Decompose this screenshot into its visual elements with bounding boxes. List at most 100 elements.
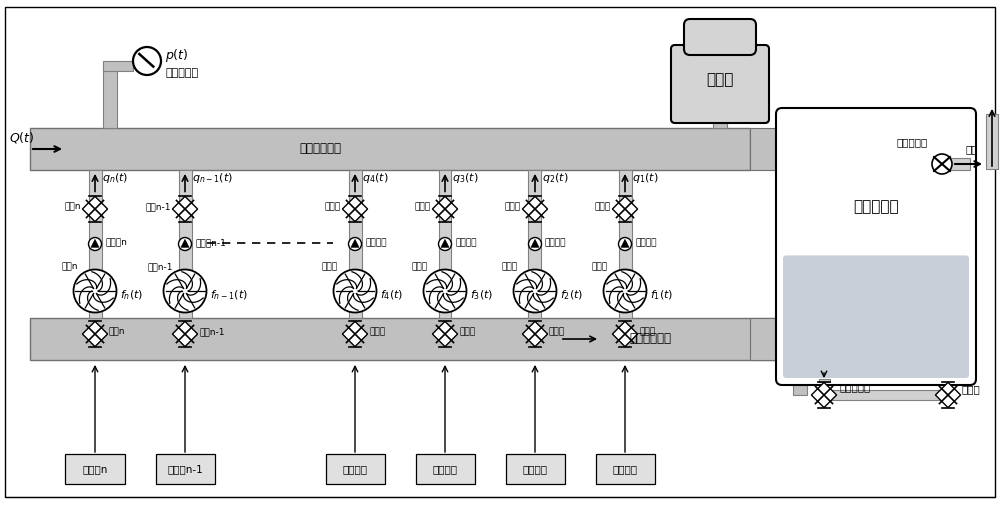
Polygon shape xyxy=(531,239,539,247)
Text: $q_{2}(t)$: $q_{2}(t)$ xyxy=(542,172,568,185)
FancyBboxPatch shape xyxy=(750,128,782,170)
Circle shape xyxy=(133,47,161,75)
Circle shape xyxy=(164,269,207,313)
Polygon shape xyxy=(432,196,458,221)
FancyBboxPatch shape xyxy=(750,318,782,360)
Text: 止回阀３: 止回阀３ xyxy=(455,239,477,247)
Text: 阀门n-1: 阀门n-1 xyxy=(199,327,225,336)
FancyBboxPatch shape xyxy=(5,7,995,497)
Circle shape xyxy=(932,154,952,174)
Text: 闸阀４: 闸阀４ xyxy=(325,203,341,212)
FancyBboxPatch shape xyxy=(618,170,632,318)
Text: 止回阀n: 止回阀n xyxy=(105,239,127,247)
Polygon shape xyxy=(181,239,189,247)
Text: 变频器４: 变频器４ xyxy=(342,464,368,474)
Polygon shape xyxy=(82,321,108,347)
Circle shape xyxy=(618,238,632,250)
Text: 阀门n: 阀门n xyxy=(109,327,126,336)
Text: 稳流调节罐: 稳流调节罐 xyxy=(853,199,899,214)
Text: 变频器１: 变频器１ xyxy=(612,464,638,474)
FancyBboxPatch shape xyxy=(684,19,756,55)
Text: $Q(t)$: $Q(t)$ xyxy=(9,130,35,145)
FancyBboxPatch shape xyxy=(178,170,192,318)
Text: $q_{4}(t)$: $q_{4}(t)$ xyxy=(362,172,388,185)
Text: 变频器２: 变频器２ xyxy=(522,464,548,474)
FancyBboxPatch shape xyxy=(713,119,727,128)
Text: 压力传感器: 压力传感器 xyxy=(165,68,198,78)
FancyBboxPatch shape xyxy=(793,360,807,395)
Text: 变频器n: 变频器n xyxy=(82,464,108,474)
Polygon shape xyxy=(935,382,961,408)
Polygon shape xyxy=(172,196,198,221)
Text: 水泵总进水管: 水泵总进水管 xyxy=(629,332,671,346)
Text: 水泵总出水管: 水泵总出水管 xyxy=(299,143,341,156)
FancyBboxPatch shape xyxy=(671,45,769,123)
FancyBboxPatch shape xyxy=(986,114,998,169)
FancyBboxPatch shape xyxy=(438,170,451,318)
Text: 止回阀１: 止回阀１ xyxy=(635,239,656,247)
FancyBboxPatch shape xyxy=(30,318,785,360)
FancyBboxPatch shape xyxy=(528,170,541,318)
Text: 阀门２: 阀门２ xyxy=(549,327,565,336)
Text: 水泵３: 水泵３ xyxy=(412,263,428,271)
Polygon shape xyxy=(522,321,548,347)
Text: 止回阀４: 止回阀４ xyxy=(365,239,386,247)
FancyBboxPatch shape xyxy=(88,170,102,318)
Text: $f_{3}(t)$: $f_{3}(t)$ xyxy=(470,288,493,302)
Text: 压力罐: 压力罐 xyxy=(706,72,734,88)
FancyBboxPatch shape xyxy=(776,108,976,385)
Polygon shape xyxy=(612,321,638,347)
Circle shape xyxy=(514,269,556,313)
Polygon shape xyxy=(351,239,359,247)
Polygon shape xyxy=(91,239,99,247)
Polygon shape xyxy=(621,239,629,247)
FancyBboxPatch shape xyxy=(818,379,830,382)
Text: 水泵１: 水泵１ xyxy=(592,263,608,271)
Text: 闸阀２: 闸阀２ xyxy=(505,203,521,212)
FancyBboxPatch shape xyxy=(349,170,362,318)
FancyBboxPatch shape xyxy=(65,454,125,484)
Text: 进水控制阀: 进水控制阀 xyxy=(896,137,928,147)
Polygon shape xyxy=(82,196,108,221)
Circle shape xyxy=(74,269,116,313)
Text: 排污阀: 排污阀 xyxy=(962,384,981,394)
FancyBboxPatch shape xyxy=(793,114,807,170)
Circle shape xyxy=(528,238,542,250)
FancyBboxPatch shape xyxy=(156,454,215,484)
Circle shape xyxy=(88,238,102,250)
Text: 变频器n-1: 变频器n-1 xyxy=(167,464,203,474)
FancyBboxPatch shape xyxy=(506,454,564,484)
Text: 出水控制阀: 出水控制阀 xyxy=(839,382,870,392)
FancyBboxPatch shape xyxy=(783,256,969,378)
Text: 水泵n-1: 水泵n-1 xyxy=(147,263,173,271)
Circle shape xyxy=(424,269,466,313)
Polygon shape xyxy=(342,196,368,221)
Circle shape xyxy=(438,238,452,250)
Polygon shape xyxy=(522,196,548,221)
Circle shape xyxy=(334,269,376,313)
Text: 止回阀２: 止回阀２ xyxy=(545,239,566,247)
Text: $f_{1}(t)$: $f_{1}(t)$ xyxy=(650,288,673,302)
Text: 闸阀n: 闸阀n xyxy=(64,203,81,212)
Text: $p(t)$: $p(t)$ xyxy=(165,46,189,64)
Text: 水泵n: 水泵n xyxy=(62,263,78,271)
Text: 变频器３: 变频器３ xyxy=(432,464,458,474)
Text: 水泵２: 水泵２ xyxy=(502,263,518,271)
Text: $q_{n}(t)$: $q_{n}(t)$ xyxy=(102,172,128,185)
Text: 阀门１: 阀门１ xyxy=(639,327,655,336)
Circle shape xyxy=(178,238,192,250)
FancyBboxPatch shape xyxy=(326,454,384,484)
FancyBboxPatch shape xyxy=(416,454,475,484)
FancyBboxPatch shape xyxy=(824,390,948,400)
Text: $q_{3}(t)$: $q_{3}(t)$ xyxy=(452,172,478,185)
Text: $q_{n-1}(t)$: $q_{n-1}(t)$ xyxy=(192,172,233,185)
Text: 闸阀３: 闸阀３ xyxy=(415,203,431,212)
FancyBboxPatch shape xyxy=(103,66,117,128)
Text: 阀门４: 阀门４ xyxy=(369,327,385,336)
Text: 水泵４: 水泵４ xyxy=(322,263,338,271)
FancyBboxPatch shape xyxy=(940,158,970,170)
Polygon shape xyxy=(172,321,198,347)
Circle shape xyxy=(349,238,362,250)
Text: $f_{n-1}(t)$: $f_{n-1}(t)$ xyxy=(210,288,248,302)
Text: 水源: 水源 xyxy=(966,144,978,154)
